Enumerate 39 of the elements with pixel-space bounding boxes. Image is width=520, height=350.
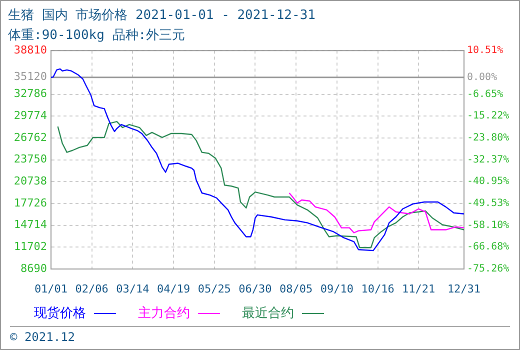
y-tick-label: 23750 [14, 152, 47, 166]
x-tick-label: 05/25 [198, 282, 231, 296]
text: © 2021.12 [10, 330, 76, 344]
x-tick-label: 01/01 [34, 282, 68, 296]
x-tick-label: 10/16 [361, 282, 394, 296]
y2-tick-label: -49.53% [467, 198, 510, 210]
y2-tick-label: -32.37% [467, 154, 510, 166]
y-tick-label: 11702 [14, 240, 47, 254]
y-tick-label: 29774 [14, 108, 48, 122]
x-tick-label: 12/31 [447, 282, 481, 296]
y2-tick-label: -6.65% [467, 88, 504, 100]
x-tick-label: 02/06 [75, 282, 108, 296]
x-tick-label: 04/19 [156, 282, 190, 296]
x-tick-label: 03/14 [116, 282, 150, 296]
y2-tick-label: -58.10% [467, 220, 510, 231]
y2-tick-label: -66.68% [467, 242, 510, 253]
y2-tick-label: 0.00% [467, 72, 498, 83]
x-tick-label: 06/30 [238, 282, 272, 296]
y-tick-label: 38810 [14, 43, 47, 56]
legend-label: 最近合约 [242, 305, 294, 322]
y2-tick-label: -15.22% [467, 110, 510, 122]
y2-tick-label: -23.80% [467, 132, 510, 144]
x-tick-label: 11/21 [402, 282, 436, 296]
chart-title: 生猪 国内 市场价格 2021-01-01 - 2021-12-31 [8, 7, 316, 24]
y-tick-label: 32786 [14, 87, 47, 100]
chart-subtitle: 体重:90-100kg 品种:外三元 [8, 27, 186, 44]
y-tick-label: 26762 [14, 130, 47, 144]
y-tick-label: 8690 [20, 262, 47, 275]
y-tick-label: 35120 [14, 70, 47, 84]
x-tick-label: 09/10 [320, 282, 354, 296]
legend-label: 现货价格 [34, 305, 86, 322]
y2-tick-label: -40.95% [467, 176, 510, 188]
y2-tick-label: 10.51% [467, 45, 504, 56]
x-tick-label: 08/05 [280, 282, 313, 296]
y2-tick-label: -75.26% [467, 264, 510, 275]
y-tick-label: 14714 [14, 218, 48, 232]
legend-label: 主力合约 [138, 305, 190, 322]
y-tick-label: 17726 [14, 196, 47, 210]
y-tick-label: 20738 [14, 174, 47, 188]
